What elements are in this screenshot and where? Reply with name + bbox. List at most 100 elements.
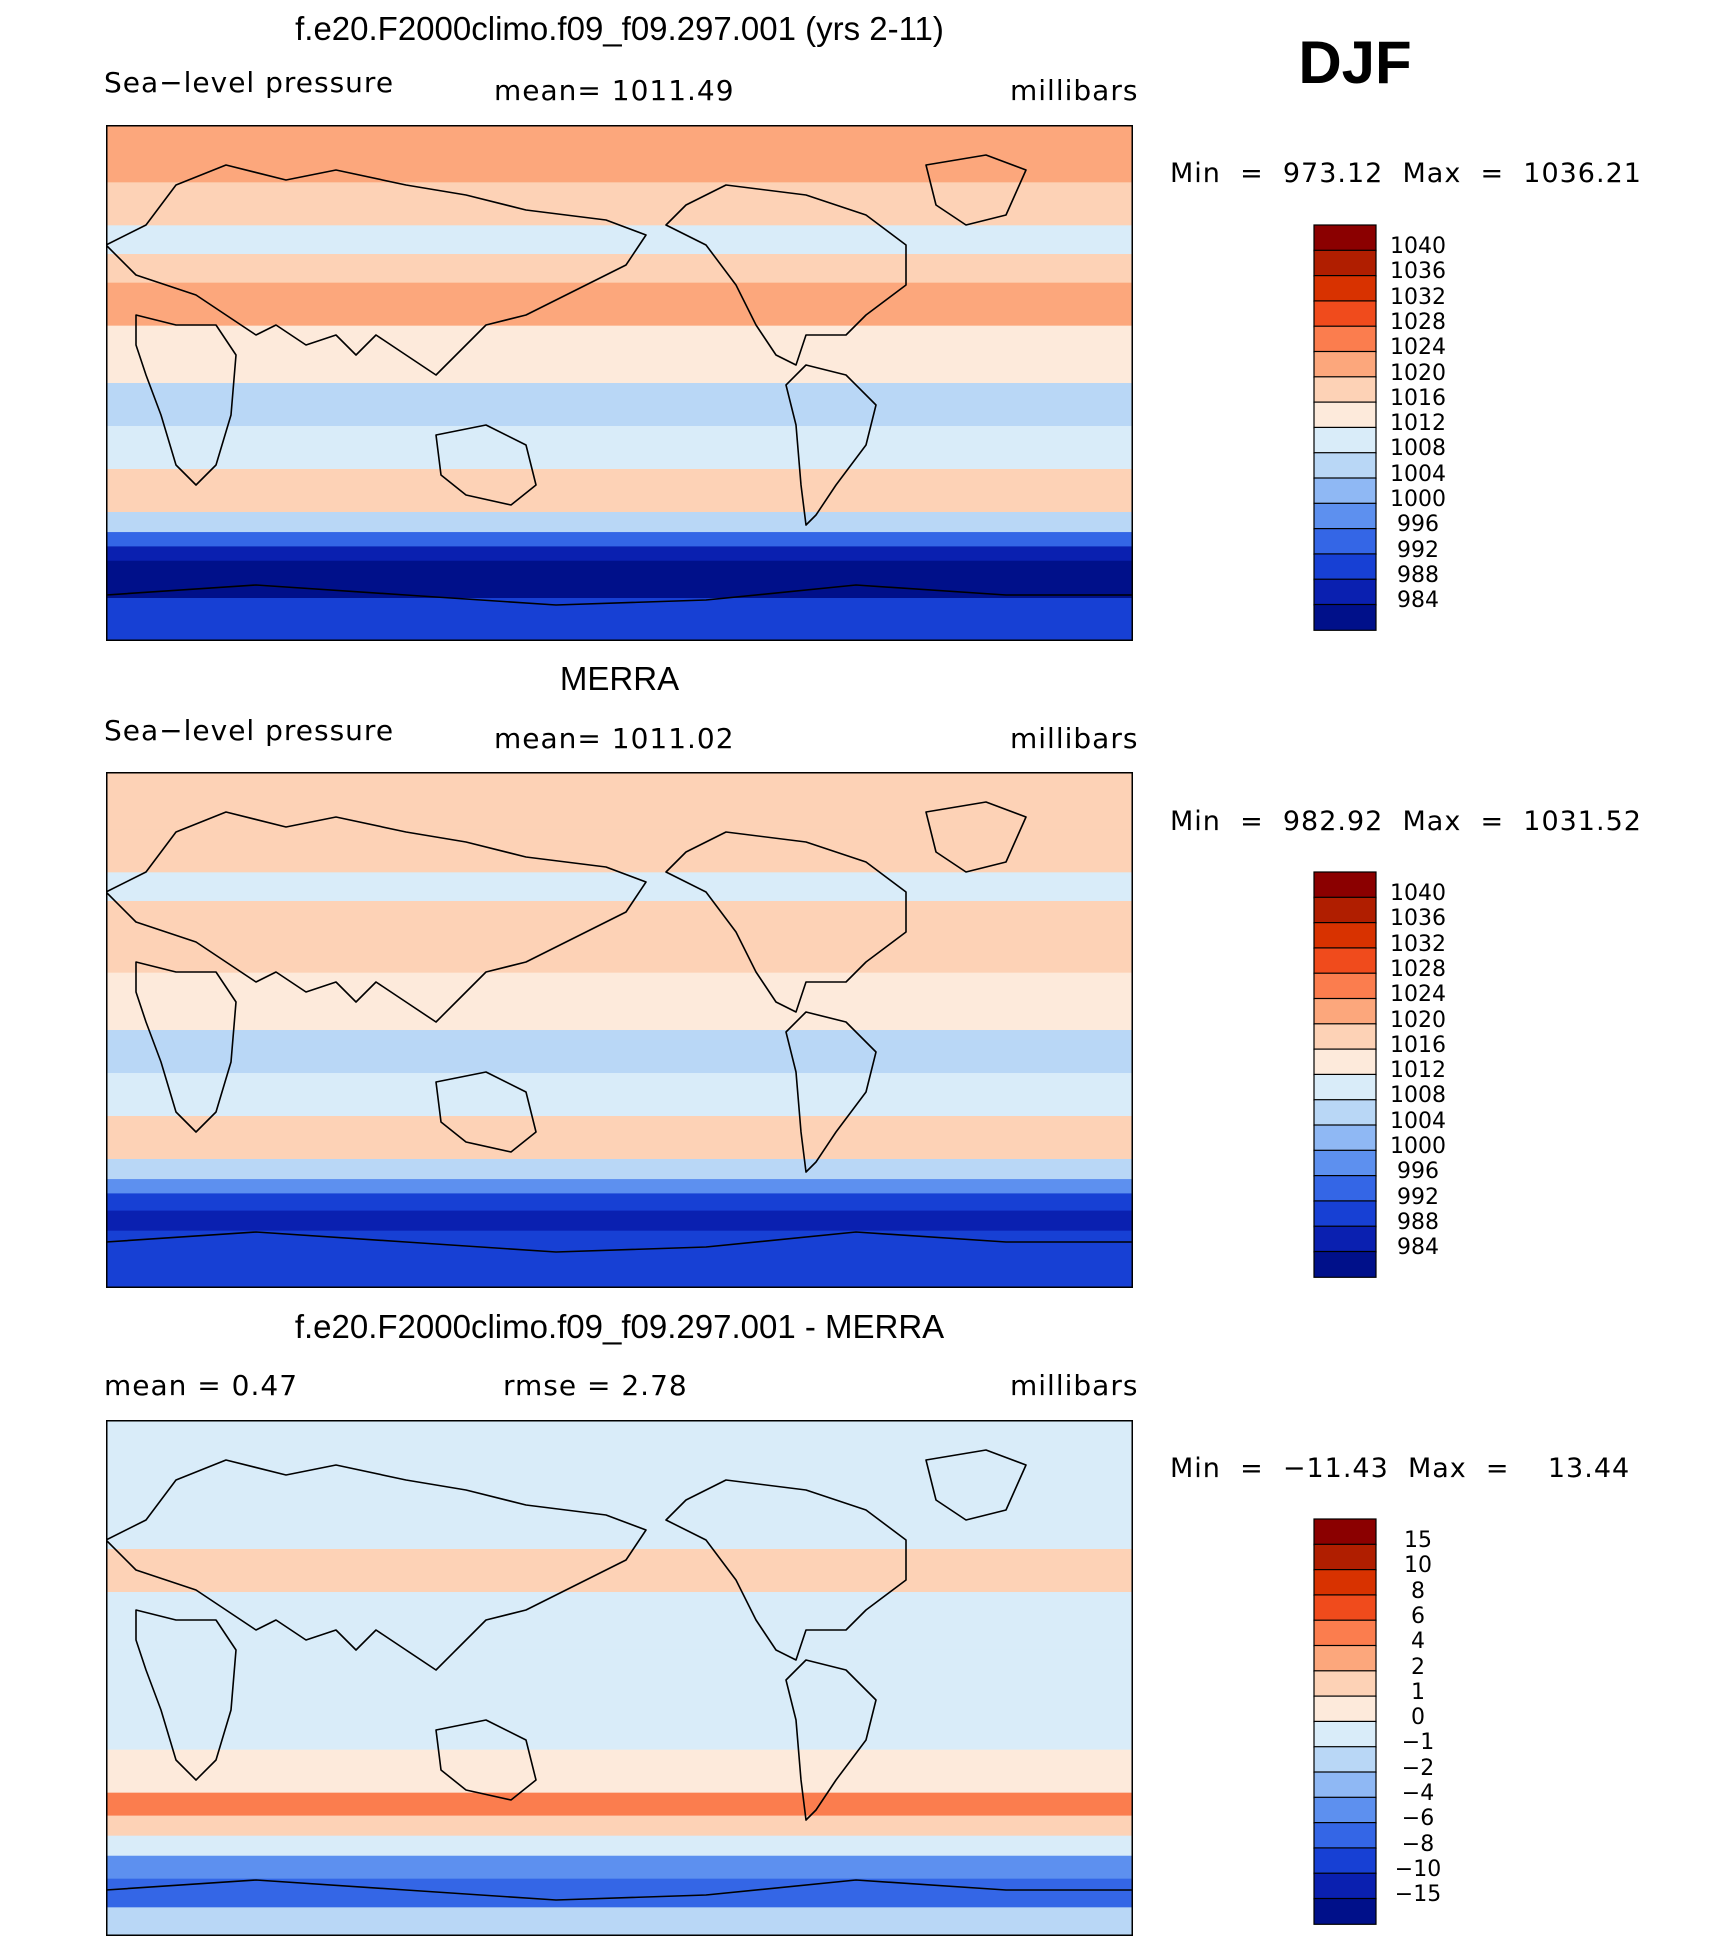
- pressure-band: [106, 1073, 1133, 1117]
- coastline: [925, 801, 1027, 873]
- colorbar-block: [1313, 1695, 1377, 1723]
- coastline: [925, 154, 1027, 226]
- pressure-band: [106, 1193, 1133, 1212]
- colorbar-block: [1313, 1771, 1377, 1799]
- coastline: [135, 1609, 237, 1781]
- colorbar-tick-label: 0: [1411, 1705, 1425, 1731]
- colorbar-tick-label: 984: [1397, 588, 1439, 614]
- colorbar-tick-label: 1032: [1390, 284, 1446, 310]
- colorbar-block: [1313, 871, 1377, 899]
- colorbar-block: [1313, 502, 1377, 530]
- colorbar-tick-label: 1020: [1390, 1007, 1446, 1033]
- panel-3-title: f.e20.F2000climo.f09_f09.297.001 - MERRA: [294, 1308, 945, 1345]
- coastline: [106, 811, 647, 1023]
- panel-1-colorbar: [1313, 224, 1377, 631]
- colorbar-block: [1313, 249, 1377, 277]
- colorbar-block: [1313, 224, 1377, 252]
- coastline: [135, 961, 237, 1133]
- pressure-band: [106, 383, 1133, 427]
- coastline: [435, 1719, 537, 1801]
- colorbar-tick-label: 1004: [1390, 461, 1446, 487]
- colorbar-block: [1313, 1594, 1377, 1622]
- colorbar-block: [1313, 1099, 1377, 1127]
- colorbar-block: [1313, 477, 1377, 505]
- colorbar-block: [1313, 350, 1377, 378]
- panel-2-colorbar: [1313, 871, 1377, 1278]
- panel-3-units-label: millibars: [1010, 1369, 1139, 1402]
- colorbar-tick-label: 992: [1397, 537, 1439, 563]
- map-frame: [106, 772, 1133, 1288]
- colorbar-block: [1313, 1568, 1377, 1596]
- panel-3-colorbar: [1313, 1518, 1377, 1925]
- colorbar-tick-label: 996: [1397, 1159, 1439, 1185]
- colorbar-block: [1313, 325, 1377, 353]
- pressure-band: [106, 1649, 1133, 1708]
- pressure-band: [106, 1878, 1133, 1909]
- colorbar-block: [1313, 1670, 1377, 1698]
- colorbar-tick-label: 1000: [1390, 487, 1446, 512]
- colorbar-tick-label: 1028: [1390, 309, 1446, 335]
- colorbar-tick-label: 1040: [1390, 234, 1446, 259]
- pressure-band: [106, 1179, 1133, 1195]
- pressure-band: [106, 929, 1133, 974]
- panel-2-title: MERRA: [559, 660, 680, 697]
- colorbar-tick-label: −8: [1401, 1831, 1435, 1857]
- colorbar-tick-label: 1016: [1390, 1032, 1446, 1058]
- pressure-band: [106, 772, 1133, 831]
- pressure-band: [106, 225, 1133, 255]
- pressure-band: [106, 1749, 1133, 1794]
- colorbar-tick-label: −10: [1394, 1856, 1442, 1882]
- colorbar-tick-label: 1004: [1390, 1108, 1446, 1134]
- pressure-band: [106, 1835, 1133, 1857]
- colorbar-tick-label: 1036: [1390, 906, 1446, 932]
- panel-1-variable-label: Sea−level pressure: [104, 66, 395, 99]
- panel-3-map: [106, 1420, 1133, 1936]
- panel-3-minmax: Min = −11.43 Max = 13.44: [1170, 1453, 1631, 1484]
- pressure-band: [106, 469, 1133, 513]
- colorbar-block: [1313, 972, 1377, 1000]
- colorbar-tick-label: 2: [1411, 1654, 1425, 1680]
- colorbar-tick-label: 1012: [1390, 1058, 1446, 1084]
- colorbar-block: [1313, 603, 1377, 631]
- colorbar-block: [1313, 1796, 1377, 1824]
- coastline: [106, 1459, 647, 1671]
- map-frame: [106, 125, 1133, 641]
- colorbar-block: [1313, 1619, 1377, 1647]
- panel-1-title: f.e20.F2000climo.f09_f09.297.001 (yrs 2-…: [295, 10, 944, 47]
- coastline: [106, 164, 647, 376]
- pressure-band: [106, 1116, 1133, 1160]
- colorbar-block: [1313, 997, 1377, 1025]
- colorbar-block: [1313, 1897, 1377, 1925]
- colorbar-block: [1313, 1872, 1377, 1900]
- pressure-band: [106, 1230, 1133, 1288]
- panel-3-rmse-label: rmse = 2.78: [503, 1369, 688, 1402]
- coastline: [785, 1011, 877, 1173]
- colorbar-block: [1313, 452, 1377, 480]
- pressure-band: [106, 1420, 1133, 1493]
- colorbar-tick-label: 984: [1397, 1235, 1439, 1261]
- pressure-band: [106, 125, 1133, 184]
- colorbar-block: [1313, 1225, 1377, 1253]
- colorbar-block: [1313, 921, 1377, 949]
- colorbar-block: [1313, 1200, 1377, 1228]
- coastline: [135, 314, 237, 486]
- panel-2-variable-label: Sea−level pressure: [104, 714, 395, 747]
- coastline: [665, 831, 907, 1013]
- pressure-band: [106, 1549, 1133, 1593]
- colorbar-tick-label: 1016: [1390, 385, 1446, 411]
- colorbar-tick-label: 988: [1397, 1209, 1439, 1235]
- pressure-band: [106, 182, 1133, 227]
- colorbar-block: [1313, 1175, 1377, 1203]
- colorbar-tick-label: −6: [1401, 1806, 1435, 1832]
- pressure-band: [106, 512, 1133, 534]
- pressure-band: [106, 1030, 1133, 1074]
- pressure-band: [106, 325, 1133, 384]
- coastline: [106, 1231, 1133, 1253]
- pressure-band: [106, 426, 1133, 470]
- colorbar-block: [1313, 553, 1377, 581]
- colorbar-block: [1313, 1149, 1377, 1177]
- colorbar-block: [1313, 1543, 1377, 1571]
- colorbar-block: [1313, 1822, 1377, 1850]
- colorbar-block: [1313, 1124, 1377, 1152]
- pressure-band: [106, 1706, 1133, 1751]
